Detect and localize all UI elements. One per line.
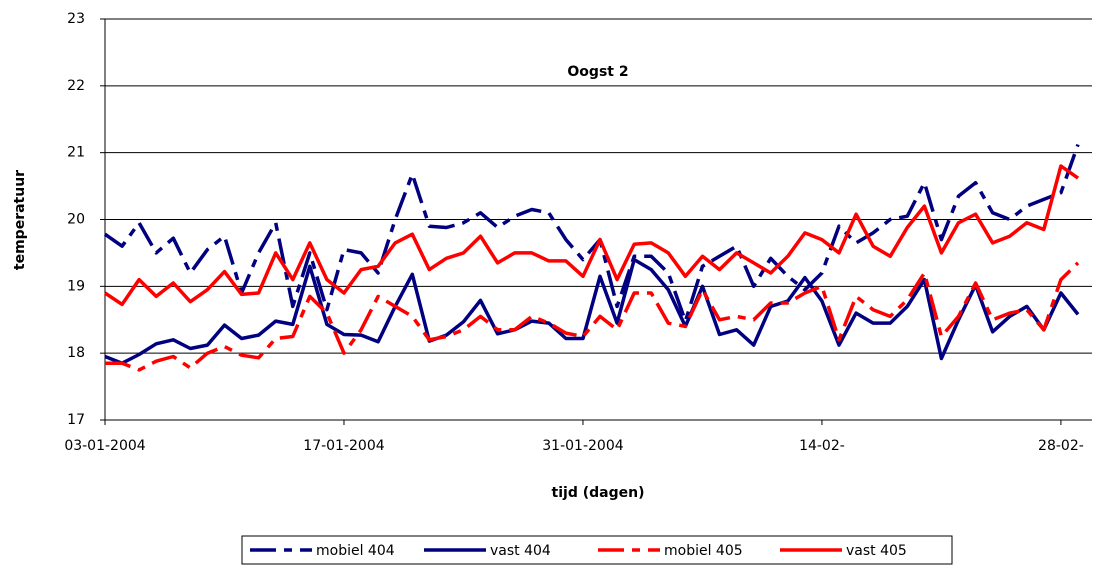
y-axis-label: temperatuur bbox=[12, 170, 28, 270]
series-line bbox=[104, 257, 1080, 365]
legend-label: mobiel 405 bbox=[664, 543, 743, 559]
y-tick-label: 21 bbox=[67, 145, 85, 161]
legend-label: mobiel 404 bbox=[316, 543, 395, 559]
series-line bbox=[105, 261, 1080, 372]
x-tick-label: 03-01-2004 bbox=[64, 438, 145, 454]
y-tick-label: 23 bbox=[67, 11, 85, 27]
series-line bbox=[103, 144, 1080, 323]
x-tick-label: 17-01-2004 bbox=[303, 438, 384, 454]
y-tick-label: 18 bbox=[67, 345, 85, 361]
chart-title: Oogst 2 bbox=[567, 64, 628, 80]
x-axis-label: tijd (dagen) bbox=[552, 485, 645, 501]
x-tick-label: 28-02- bbox=[1038, 438, 1084, 454]
y-tick-label: 22 bbox=[67, 78, 85, 94]
y-tick-label: 19 bbox=[67, 278, 85, 294]
x-tick-label: 31-01-2004 bbox=[542, 438, 623, 454]
y-tick-label: 17 bbox=[67, 412, 85, 428]
x-tick-label: 14-02- bbox=[799, 438, 845, 454]
y-tick-label: 20 bbox=[67, 212, 85, 228]
legend-label: vast 405 bbox=[846, 543, 907, 559]
legend-label: vast 404 bbox=[490, 543, 551, 559]
series-line bbox=[104, 164, 1080, 307]
